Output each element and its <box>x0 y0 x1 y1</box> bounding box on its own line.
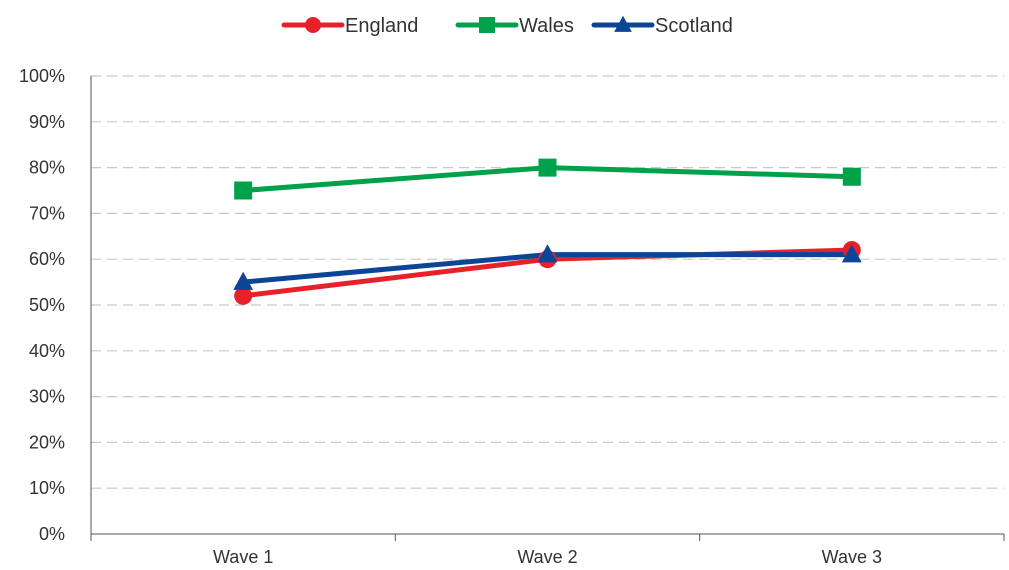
legend-item-scotland: Scotland <box>591 15 733 37</box>
legend-item-wales: Wales <box>455 15 574 37</box>
legend-label-england: England <box>345 15 418 37</box>
y-tick-label: 50% <box>29 295 65 315</box>
series-lines <box>240 165 855 299</box>
y-tick-label: 30% <box>29 387 65 407</box>
data-point-wales <box>842 167 861 186</box>
legend-marker-scotland <box>614 15 632 32</box>
axes: 0% 10% 20% 30% 40% 50% 60% 70% 80% 90% 100% Wave 1 W… <box>19 66 1005 567</box>
y-tick-label: 70% <box>29 203 65 223</box>
data-point-scotland <box>233 271 254 290</box>
y-tick-label: 100% <box>19 66 65 86</box>
y-tick-label: 80% <box>29 158 65 178</box>
data-point-wales <box>538 158 557 177</box>
gridlines <box>91 75 1004 489</box>
legend-label-scotland: Scotland <box>655 15 733 37</box>
series-markers <box>233 158 862 305</box>
data-point-england <box>234 286 253 305</box>
x-tick-label: Wave 3 <box>822 547 882 567</box>
x-tick-label: Wave 1 <box>213 547 273 567</box>
data-point-wales <box>234 181 253 200</box>
legend-marker-england <box>305 17 321 33</box>
y-tick-label: 40% <box>29 341 65 361</box>
y-tick-label: 20% <box>29 432 65 452</box>
y-tick-label: 0% <box>39 524 65 544</box>
legend-label-wales: Wales <box>519 15 574 37</box>
y-tick-label: 10% <box>29 478 65 498</box>
x-tick-label: Wave 2 <box>517 547 577 567</box>
data-point-scotland <box>841 244 862 263</box>
legend: England Wales Scotland <box>281 15 733 37</box>
legend-item-england: England <box>281 15 418 37</box>
y-tick-label: 60% <box>29 249 65 269</box>
data-point-scotland <box>537 244 558 263</box>
legend-marker-wales <box>479 17 495 33</box>
y-tick-label: 90% <box>29 112 65 132</box>
